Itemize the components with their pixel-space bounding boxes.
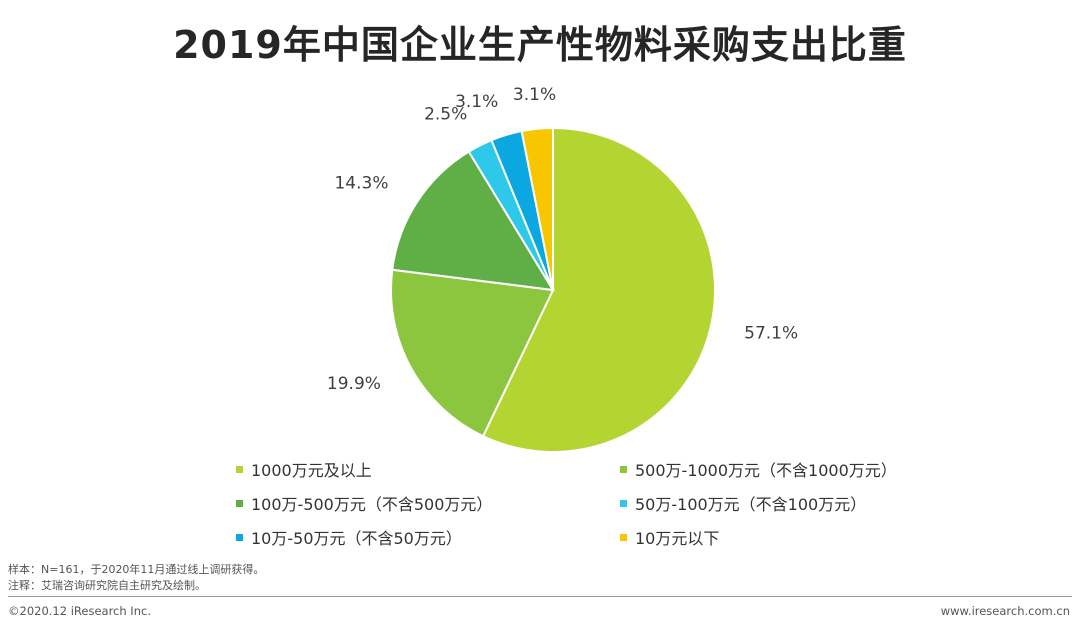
pie-slice	[391, 150, 555, 292]
legend-item: 500万-1000万元（不含1000万元）	[620, 457, 897, 481]
legend-label: 10万元以下	[635, 529, 720, 548]
pie-value-label: 57.1%	[744, 323, 798, 343]
legend-item: 100万-500万元（不含500万元）	[236, 491, 492, 515]
footer-divider	[8, 596, 1072, 597]
legend-label: 10万-50万元（不含50万元）	[251, 529, 462, 548]
pie-chart: 57.1%19.9%14.3%2.5%3.1% 3.1%	[327, 85, 798, 453]
legend-swatch	[620, 533, 627, 541]
legend-item: 10万-50万元（不含50万元）	[236, 525, 462, 549]
pie-value-label: 14.3%	[334, 173, 388, 193]
legend-item: 50万-100万元（不含100万元）	[620, 491, 866, 515]
copyright-text: ©2020.12 iResearch Inc.	[8, 604, 151, 618]
pie-slices	[390, 126, 716, 453]
sample-footnote: 样本：N=161，于2020年11月通过线上调研获得。	[8, 563, 265, 576]
pie-value-labels: 57.1%19.9%14.3%2.5%3.1% 3.1%	[327, 85, 798, 394]
pie-value-label: 3.1%	[513, 85, 556, 105]
website-text: www.iresearch.com.cn	[940, 604, 1070, 618]
pie-slice	[481, 126, 716, 453]
pie-value-label: 19.9%	[327, 374, 381, 394]
pie-value-label: 2.5%	[424, 104, 467, 124]
legend-label: 1000万元及以上	[251, 461, 372, 480]
legend-label: 500万-1000万元（不含1000万元）	[635, 461, 897, 480]
pie-value-label: 3.1%	[455, 92, 498, 112]
legend-swatch	[236, 465, 243, 473]
chart-title: 2019年中国企业生产性物料采购支出比重	[173, 23, 907, 67]
note-footnote: 注释：艾瑞咨询研究院自主研究及绘制。	[8, 579, 206, 592]
legend-label: 100万-500万元（不含500万元）	[251, 495, 493, 514]
legend-swatch	[236, 533, 243, 541]
legend-label: 50万-100万元（不含100万元）	[635, 495, 867, 514]
pie-slice	[390, 268, 555, 438]
legend-item: 10万元以下	[620, 525, 719, 549]
legend-item: 1000万元及以上	[236, 457, 372, 481]
legend-swatch	[236, 499, 243, 507]
pie-slice	[520, 126, 554, 291]
legend-swatch	[620, 499, 627, 507]
legend-swatch	[620, 465, 627, 473]
